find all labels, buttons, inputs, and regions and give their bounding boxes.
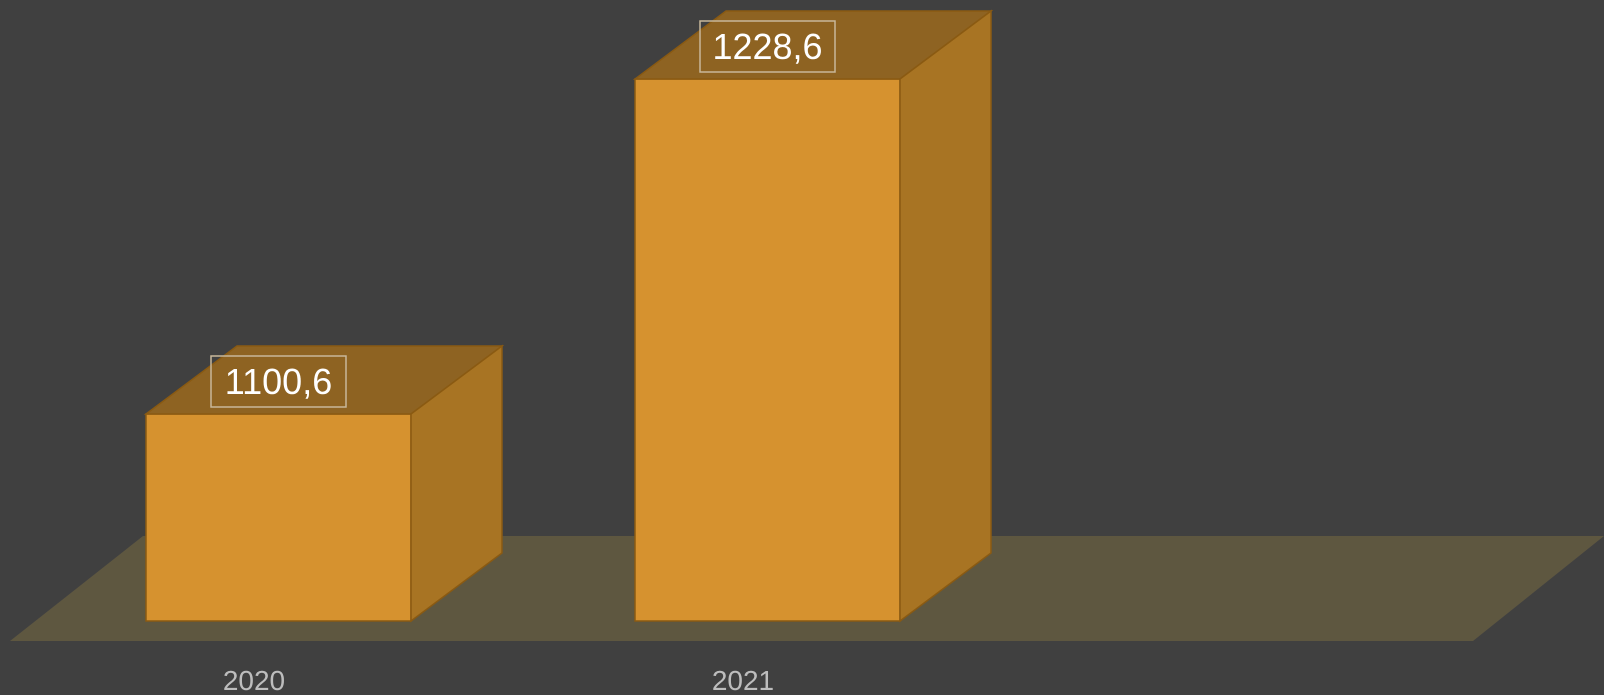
bar-side-face [899, 9, 992, 623]
bars-layer [143, 9, 994, 623]
x-tick-label: 2021 [712, 665, 774, 695]
data-labels-layer: 1100,6 1228,6 [210, 20, 836, 408]
bar-side-face [410, 344, 503, 623]
x-tick-label: 2020 [223, 665, 285, 695]
bar-front-face [145, 413, 412, 622]
data-label-box [699, 20, 836, 73]
bar-front-face [634, 78, 901, 622]
data-label-box [210, 355, 347, 408]
bar-2021 [632, 9, 994, 623]
data-label: 1228,6 [712, 26, 822, 67]
data-label: 1100,6 [225, 361, 332, 402]
x-axis-tick-labels: 2020 2021 [223, 665, 774, 695]
bar-2020 [143, 344, 505, 623]
